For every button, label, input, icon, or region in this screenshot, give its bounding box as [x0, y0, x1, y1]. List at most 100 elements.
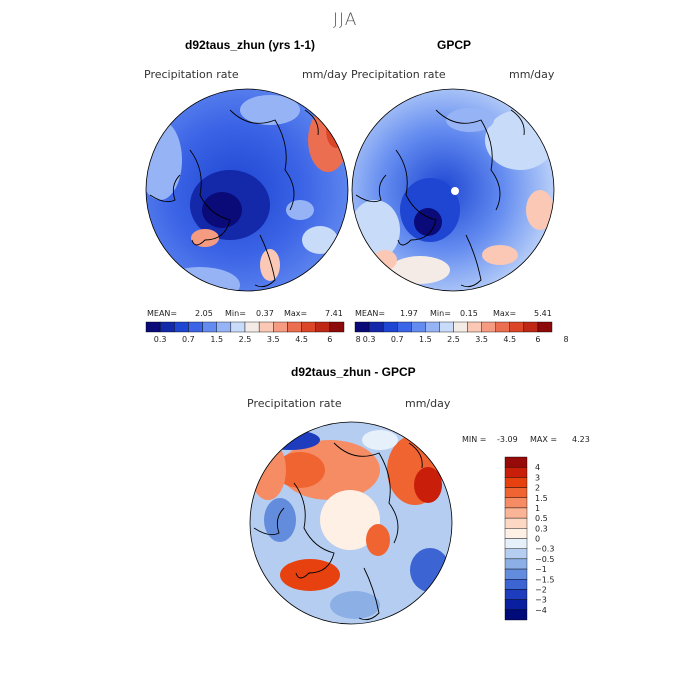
panel-1-mean-value: 2.05 — [195, 309, 213, 318]
diff-colorbar-swatch — [504, 579, 528, 590]
panel-1-colorbar-swatch — [301, 321, 316, 333]
panel-1-title: d92taus_zhun (yrs 1-1) — [185, 38, 316, 52]
diff-colorbar-level-label: −4 — [535, 606, 547, 615]
panel-1-colorbar-tick-label: 4.5 — [295, 335, 308, 344]
diff-colorbar-level-label: −0.5 — [535, 555, 554, 564]
panel-2-mean-value: 1.97 — [400, 309, 418, 318]
panel-1-colorbar-swatch — [159, 321, 175, 333]
panel-2-colorbar-tick-label: 8 — [564, 335, 569, 344]
panel-3-title: d92taus_zhun - GPCP — [291, 365, 416, 379]
panel-1-colorbar-swatch — [230, 321, 246, 333]
diff-colorbar-swatch — [504, 477, 528, 488]
diff-colorbar-swatch — [504, 609, 528, 621]
panel-2-colorbar-swatch — [467, 321, 482, 333]
panel-1-units: mm/day — [302, 68, 348, 81]
panel-2-colorbar-swatch — [523, 321, 539, 333]
panel-2-colorbar-tick-label: 1.5 — [419, 335, 432, 344]
panel-1-colorbar-tick-label: 0.3 — [154, 335, 167, 344]
diff-colorbar-swatch — [504, 487, 528, 498]
panel-2-colorbar-swatch — [495, 321, 510, 333]
diff-colorbar-swatch — [504, 517, 528, 529]
diff-colorbar-swatch — [504, 497, 528, 509]
panel-1-colorbar-swatch — [202, 321, 217, 333]
panel-2-colorbar-tick-label: 2.5 — [447, 335, 460, 344]
panel-2-colorbar: 0.3 0.7 1.5 2.5 3.5 4.5 6 8 — [354, 321, 569, 344]
panel-1-variable: Precipitation rate — [144, 68, 239, 81]
diff-colorbar: 43 21.510.50.3 0−0.3−0.5−1−1.5−2 −3−4 — [504, 456, 554, 621]
panel-1-max-label: Max= — [284, 309, 308, 318]
panel-2-units: mm/day — [509, 68, 555, 81]
panel-2-colorbar-swatch — [354, 321, 370, 333]
panel-1-colorbar-swatch — [287, 321, 302, 333]
diff-colorbar-swatch — [504, 538, 528, 549]
diff-colorbar-swatch — [504, 528, 528, 539]
panel-1-colorbar-swatch — [174, 321, 189, 333]
panel-1-min-value: 0.37 — [256, 309, 274, 318]
panel-2-title: GPCP — [437, 38, 472, 52]
panel-2-colorbar-swatch — [481, 321, 496, 333]
diff-colorbar-swatch — [504, 466, 528, 478]
panel-2-colorbar-tick-label: 0.7 — [391, 335, 404, 344]
diff-colorbar-level-label: −1 — [535, 565, 547, 574]
panel-2-variable: Precipitation rate — [351, 68, 446, 81]
panel-2-colorbar-tick-label: 3.5 — [475, 335, 488, 344]
diff-colorbar-swatch — [504, 548, 528, 560]
panel-2-colorbar-swatch — [411, 321, 426, 333]
diff-colorbar-swatch — [504, 507, 528, 519]
diff-colorbar-swatch — [504, 589, 528, 600]
panel-2-max-label: Max= — [493, 309, 517, 318]
panel-1-colorbar-tick-label: 3.5 — [267, 335, 280, 344]
diff-colorbar-swatch — [504, 558, 528, 570]
panel-1-colorbar-swatch — [315, 321, 331, 333]
panel-2-colorbar-tick-label: 4.5 — [503, 335, 516, 344]
panel-1-colorbar-swatch — [145, 321, 161, 333]
panel-2-colorbar-swatch — [537, 321, 553, 333]
panel-1-colorbar-tick-label: 8 — [356, 335, 361, 344]
diff-colorbar-level-label: 0.5 — [535, 514, 548, 523]
panel-3-map — [249, 421, 453, 625]
diff-colorbar-level-label: 0 — [535, 535, 540, 544]
panel-1-colorbar-swatch — [188, 321, 203, 333]
diff-colorbar-level-label: 1 — [535, 504, 540, 513]
panel-1-colorbar-tick-label: 2.5 — [239, 335, 252, 344]
diff-colorbar-level-label: −3 — [535, 596, 547, 605]
panel-1-colorbar-swatch — [216, 321, 232, 333]
panel-2-colorbar-swatch — [453, 321, 468, 333]
panel-2-colorbar-tick-label: 6 — [535, 335, 540, 344]
diff-colorbar-level-label: −1.5 — [535, 575, 554, 584]
panel-2-colorbar-swatch — [439, 321, 454, 333]
diff-colorbar-level-label: 0.3 — [535, 524, 548, 533]
panel-1-mean-label: MEAN= — [147, 309, 178, 318]
diff-colorbar-level-label: −0.3 — [535, 545, 554, 554]
panel-1-map — [145, 88, 349, 292]
panel-3-min-label: MIN = — [462, 435, 487, 444]
panel-2-colorbar-swatch — [509, 321, 525, 333]
panel-3-max-label: MAX = — [530, 435, 558, 444]
panel-3-units: mm/day — [405, 397, 451, 410]
panel-2-max-value: 5.41 — [534, 309, 552, 318]
panel-2-min-label: Min= — [430, 309, 451, 318]
panel-3-max-value: 4.23 — [572, 435, 590, 444]
diff-colorbar-level-label: 1.5 — [535, 494, 548, 503]
diff-colorbar-swatch — [504, 456, 528, 468]
panel-1-colorbar-tick-label: 0.7 — [182, 335, 195, 344]
panel-1-colorbar-tick-label: 1.5 — [210, 335, 223, 344]
panel-2-mean-label: MEAN= — [355, 309, 386, 318]
panel-1-colorbar-swatch — [329, 321, 345, 333]
panel-1-colorbar-swatch — [244, 321, 260, 333]
panel-3-min-value: -3.09 — [497, 435, 518, 444]
panel-2-colorbar-swatch — [397, 321, 412, 333]
season-title: JJA — [333, 10, 358, 30]
panel-3-variable: Precipitation rate — [247, 397, 342, 410]
diff-colorbar-level-label: 2 — [535, 484, 540, 493]
diff-colorbar-swatch — [504, 568, 528, 580]
panel-1-colorbar-tick-label: 6 — [327, 335, 332, 344]
panel-1-colorbar-swatch — [258, 321, 274, 333]
panel-1-colorbar: 0.3 0.7 1.5 2.5 3.5 4.5 6 8 — [145, 321, 361, 344]
panel-1-colorbar-swatch — [273, 321, 288, 333]
panel-1-min-label: Min= — [225, 309, 246, 318]
diff-colorbar-level-label: 3 — [535, 473, 540, 482]
panel-2-colorbar-swatch — [368, 321, 384, 333]
panel-2-colorbar-tick-label: 0.3 — [363, 335, 376, 344]
